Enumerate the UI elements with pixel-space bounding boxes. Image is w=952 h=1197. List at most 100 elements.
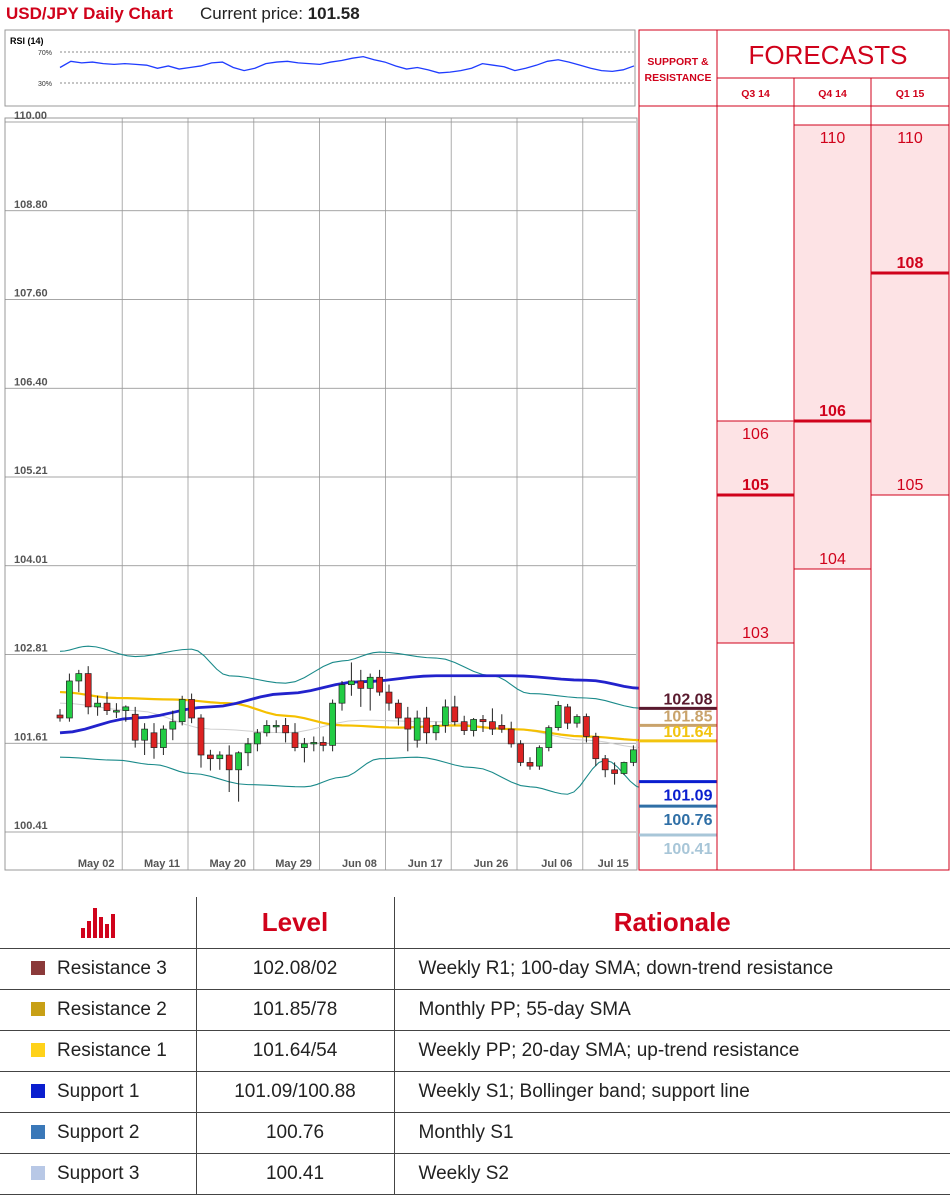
candle bbox=[188, 693, 195, 724]
candle bbox=[338, 680, 346, 711]
forecast-column-label: Q4 14 bbox=[818, 88, 847, 100]
sma55-line bbox=[59, 690, 643, 742]
candle bbox=[592, 732, 600, 767]
forecast-low-label: 104 bbox=[819, 551, 846, 568]
candle bbox=[376, 669, 383, 696]
candle bbox=[131, 706, 139, 748]
candle-body bbox=[178, 699, 186, 723]
y-tick-label: 102.81 bbox=[14, 643, 48, 655]
x-axis: May 02 May 11 May 20 May 29 Jun 08 Jun 17 Jun … bbox=[78, 858, 629, 870]
candle bbox=[583, 713, 590, 743]
candle-body bbox=[592, 736, 600, 760]
level-name-cell: Resistance 1 bbox=[0, 1030, 197, 1072]
levels-table-header: Level Rationale bbox=[0, 897, 950, 949]
forecast-range-box bbox=[793, 124, 872, 570]
candle-body bbox=[554, 705, 562, 728]
level-rationale-cell: Monthly PP; 55-day SMA bbox=[394, 989, 950, 1031]
candle bbox=[470, 717, 477, 737]
level-value-cell: 101.85/78 bbox=[196, 989, 395, 1031]
candle bbox=[329, 699, 336, 752]
candle bbox=[413, 710, 421, 748]
chart-title: USD/JPY Daily Chart bbox=[6, 4, 173, 23]
candle bbox=[630, 745, 637, 767]
candle bbox=[395, 699, 402, 726]
forecast-high-label: 110 bbox=[897, 130, 923, 147]
candle-body bbox=[131, 713, 139, 741]
support-resistance-column: SUPPORT & RESISTANCE 102.08101.85101.641… bbox=[638, 29, 718, 871]
candle bbox=[357, 669, 365, 707]
candle bbox=[404, 706, 412, 752]
forecast-high-label: 110 bbox=[820, 130, 846, 147]
level-value-cell: 100.41 bbox=[196, 1153, 395, 1195]
candle-body bbox=[498, 725, 506, 730]
candle bbox=[225, 745, 233, 793]
candle bbox=[197, 714, 205, 768]
candle bbox=[263, 720, 271, 737]
candle bbox=[498, 714, 506, 733]
candle bbox=[301, 737, 308, 763]
candle bbox=[84, 666, 92, 715]
x-tick-label: May 11 bbox=[144, 858, 180, 870]
table-row: Support 3 100.41 Weekly S2 bbox=[0, 1153, 950, 1195]
candle-body bbox=[348, 680, 355, 686]
candle bbox=[150, 723, 158, 759]
rsi-label: RSI (14) bbox=[10, 36, 44, 46]
candle-body bbox=[197, 717, 205, 756]
candle bbox=[160, 725, 167, 756]
rsi-line bbox=[59, 55, 635, 74]
rationale-column-header: Rationale bbox=[394, 897, 950, 949]
chart-area: RSI (14) 70% 30% 110.00 108.80 107.60 106.4… bbox=[4, 29, 950, 871]
table-row: Support 1 101.09/100.88 Weekly S1; Bolling… bbox=[0, 1071, 950, 1113]
candle bbox=[601, 755, 609, 778]
rsi-panel: RSI (14) 70% 30% bbox=[4, 29, 636, 107]
candle bbox=[216, 751, 224, 770]
candle bbox=[235, 751, 242, 802]
levels-table-body: Resistance 3 102.08/02 Weekly R1; 100-day … bbox=[0, 948, 950, 1195]
candle-body bbox=[188, 699, 195, 719]
candle bbox=[272, 720, 280, 733]
y-tick-label: 105.21 bbox=[14, 465, 48, 477]
level-color-swatch bbox=[31, 1042, 45, 1057]
table-row: Resistance 1 101.64/54 Weekly PP; 20-day S… bbox=[0, 1030, 950, 1072]
sr-level-label: 100.41 bbox=[664, 841, 713, 858]
forecasts-title: FORECASTS bbox=[749, 40, 908, 70]
level-name: Resistance 1 bbox=[57, 1039, 167, 1061]
current-price-value: 101.58 bbox=[307, 4, 360, 23]
sr-level-label: 102.08 bbox=[664, 691, 713, 708]
level-name: Resistance 3 bbox=[57, 957, 167, 979]
forecast-column-label: Q1 15 bbox=[896, 88, 925, 100]
candle-body bbox=[169, 721, 177, 730]
candle bbox=[254, 729, 261, 752]
sr-column-frame bbox=[638, 29, 718, 871]
level-name-cell: Resistance 3 bbox=[0, 948, 197, 990]
y-tick-label: 108.80 bbox=[14, 199, 48, 211]
candle-body bbox=[338, 684, 346, 704]
candle-body bbox=[366, 676, 374, 689]
x-tick-label: May 20 bbox=[209, 858, 246, 870]
candle bbox=[310, 736, 318, 752]
forecast-mid-label: 108 bbox=[897, 255, 924, 272]
x-tick-label: Jun 08 bbox=[342, 858, 377, 870]
candle-body bbox=[94, 702, 101, 708]
forecasts-panel: FORECASTS Q3 14 106 105 103 Q4 14 110 106 104 Q1… bbox=[716, 29, 950, 871]
sr-header-line1: SUPPORT & bbox=[647, 56, 709, 68]
candle-body bbox=[413, 717, 421, 741]
candle-body bbox=[536, 747, 543, 767]
price-grid bbox=[5, 118, 640, 870]
candle bbox=[479, 715, 487, 733]
bollinger-lower-line bbox=[59, 756, 643, 795]
candle-body bbox=[263, 725, 271, 734]
candle-body bbox=[442, 706, 449, 726]
forecast-columns: Q3 14 106 105 103 Q4 14 110 106 104 Q1 15 110 108 1… bbox=[716, 78, 950, 870]
x-tick-label: Jun 17 bbox=[408, 858, 443, 870]
level-value-cell: 100.76 bbox=[196, 1112, 395, 1154]
candle-body bbox=[620, 762, 628, 774]
candle-body bbox=[545, 727, 553, 748]
level-color-swatch bbox=[31, 960, 45, 975]
candle bbox=[122, 705, 130, 722]
forecast-high-label: 106 bbox=[742, 426, 769, 443]
candle bbox=[526, 757, 534, 770]
candle bbox=[573, 714, 581, 728]
sr-level-label: 101.64 bbox=[664, 724, 713, 741]
table-row: Resistance 3 102.08/02 Weekly R1; 100-day … bbox=[0, 948, 950, 990]
